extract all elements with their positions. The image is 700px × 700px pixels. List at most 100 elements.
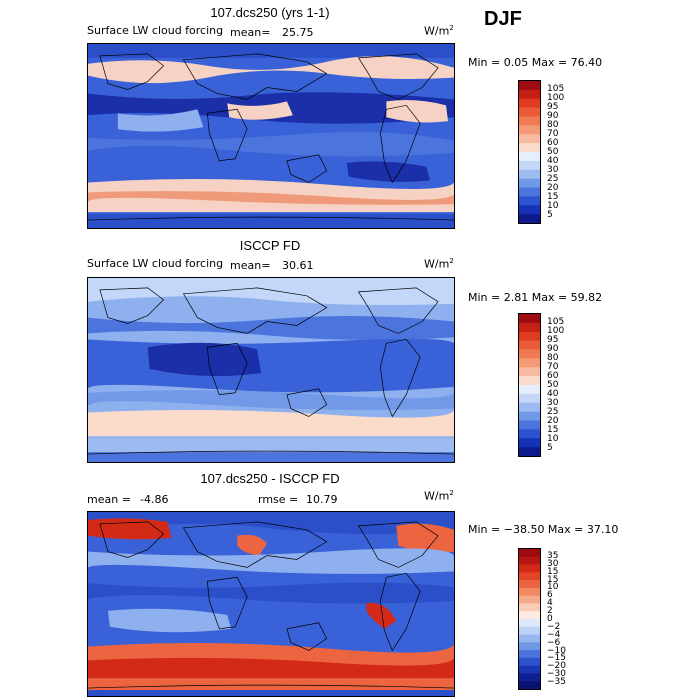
colorbar-swatch xyxy=(519,322,540,333)
panel3-units: W/m2 xyxy=(424,489,454,503)
colorbar-swatch xyxy=(519,564,540,573)
colorbar-tick-label: 10 xyxy=(547,201,559,211)
panel1-mean-label: mean= xyxy=(230,26,271,39)
panel1-map-svg xyxy=(88,44,454,228)
colorbar-swatch xyxy=(519,98,540,108)
colorbar-tick-label: 10 xyxy=(547,582,559,593)
colorbar-swatch xyxy=(519,587,540,596)
colorbar-swatch xyxy=(519,134,540,144)
panel3-range: Min = −38.50 Max = 37.10 xyxy=(468,523,619,536)
colorbar-tick-label: −10 xyxy=(547,645,566,656)
colorbar-swatch xyxy=(519,665,540,674)
panel3-colorbar xyxy=(518,548,541,690)
panel1-mean-value: 25.75 xyxy=(282,26,314,39)
colorbar-tick-label: 80 xyxy=(547,353,559,363)
colorbar-tick-label: −15 xyxy=(547,653,566,664)
panel2-map xyxy=(87,277,455,463)
colorbar-swatch xyxy=(519,549,540,558)
colorbar-swatch xyxy=(519,393,540,404)
panel3-title: 107.dcs250 - ISCCP FD xyxy=(200,471,340,486)
panel3-map xyxy=(87,511,455,697)
colorbar-swatch xyxy=(519,556,540,565)
season-label: DJF xyxy=(484,8,522,30)
colorbar-tick-label: 30 xyxy=(547,165,559,175)
colorbar-tick-label: 60 xyxy=(547,138,559,148)
colorbar-swatch xyxy=(519,116,540,126)
colorbar-swatch xyxy=(519,89,540,100)
colorbar-tick-label: 10 xyxy=(547,434,559,444)
colorbar-swatch xyxy=(519,367,540,377)
colorbar-swatch xyxy=(519,447,540,456)
colorbar-swatch xyxy=(519,178,540,188)
colorbar-tick-label: 95 xyxy=(547,335,559,345)
colorbar-tick-label: 105 xyxy=(547,84,565,94)
colorbar-swatch xyxy=(519,81,540,91)
colorbar-swatch xyxy=(519,634,540,643)
colorbar-tick-label: 15 xyxy=(547,566,559,577)
colorbar-swatch xyxy=(519,107,540,117)
colorbar-swatch xyxy=(519,160,540,171)
colorbar-tick-label: 25 xyxy=(547,174,559,184)
colorbar-swatch xyxy=(519,642,540,651)
panel3-map-svg xyxy=(88,512,454,696)
colorbar-tick-label: 100 xyxy=(547,326,565,336)
colorbar-swatch xyxy=(519,580,540,589)
panel2-colorbar xyxy=(518,313,541,457)
panel2-mean-label: mean= xyxy=(230,259,271,272)
panel2-title: ISCCP FD xyxy=(239,238,301,253)
colorbar-tick-label: 40 xyxy=(547,156,559,166)
colorbar-swatch xyxy=(519,169,540,179)
colorbar-swatch xyxy=(519,314,540,324)
panel1-units: W/m2 xyxy=(424,24,454,38)
panel2-range: Min = 2.81 Max = 59.82 xyxy=(468,291,603,304)
panel2-mean-value: 30.61 xyxy=(282,259,314,272)
colorbar-swatch xyxy=(519,619,540,628)
colorbar-tick-label: 6 xyxy=(547,590,553,601)
colorbar-swatch xyxy=(519,358,540,368)
colorbar-tick-label: 20 xyxy=(547,416,559,426)
panel2-map-svg xyxy=(88,278,454,462)
colorbar-tick-label: 50 xyxy=(547,147,559,157)
colorbar-tick-label: 100 xyxy=(547,93,565,103)
colorbar-swatch xyxy=(519,205,540,215)
colorbar-swatch xyxy=(519,143,540,153)
colorbar-swatch xyxy=(519,438,540,448)
panel3-colorbar-svg xyxy=(519,549,540,689)
panel1-map xyxy=(87,43,455,229)
colorbar-swatch xyxy=(519,681,540,689)
panel2-colorbar-svg xyxy=(519,314,540,456)
panel3-mean-value: -4.86 xyxy=(140,493,169,506)
colorbar-tick-label: −20 xyxy=(547,661,566,672)
colorbar-swatch xyxy=(519,650,540,659)
colorbar-swatch xyxy=(519,376,540,386)
colorbar-tick-label: 30 xyxy=(547,558,559,569)
panel2-units: W/m2 xyxy=(424,257,454,271)
colorbar-tick-label: 60 xyxy=(547,371,559,381)
colorbar-swatch xyxy=(519,214,540,223)
panel2-subtitle: Surface LW cloud forcing xyxy=(87,257,224,270)
colorbar-tick-label: 5 xyxy=(547,443,553,453)
panel3-rmse-value: 10.79 xyxy=(306,493,338,506)
colorbar-tick-label: 30 xyxy=(547,398,559,408)
colorbar-swatch xyxy=(519,385,540,395)
panel1-colorbar-svg xyxy=(519,81,540,223)
colorbar-swatch xyxy=(519,196,540,206)
colorbar-tick-label: −2 xyxy=(547,621,561,632)
colorbar-swatch xyxy=(519,411,540,421)
panel3-mean-label: mean = xyxy=(87,493,131,506)
colorbar-swatch xyxy=(519,420,540,430)
colorbar-tick-label: 20 xyxy=(547,183,559,193)
colorbar-tick-label: 70 xyxy=(547,362,559,372)
colorbar-swatch xyxy=(519,152,540,162)
colorbar-tick-label: 35 xyxy=(547,550,559,561)
colorbar-tick-label: 90 xyxy=(547,111,559,121)
panel3-rmse-label: rmse = xyxy=(258,493,299,506)
colorbar-tick-label: 95 xyxy=(547,102,559,112)
colorbar-tick-label: 70 xyxy=(547,129,559,139)
colorbar-swatch xyxy=(519,611,540,620)
colorbar-tick-label: 5 xyxy=(547,210,553,220)
colorbar-swatch xyxy=(519,657,540,666)
colorbar-tick-label: −6 xyxy=(547,637,561,648)
colorbar-swatch xyxy=(519,626,540,635)
colorbar-tick-label: 15 xyxy=(547,425,559,435)
